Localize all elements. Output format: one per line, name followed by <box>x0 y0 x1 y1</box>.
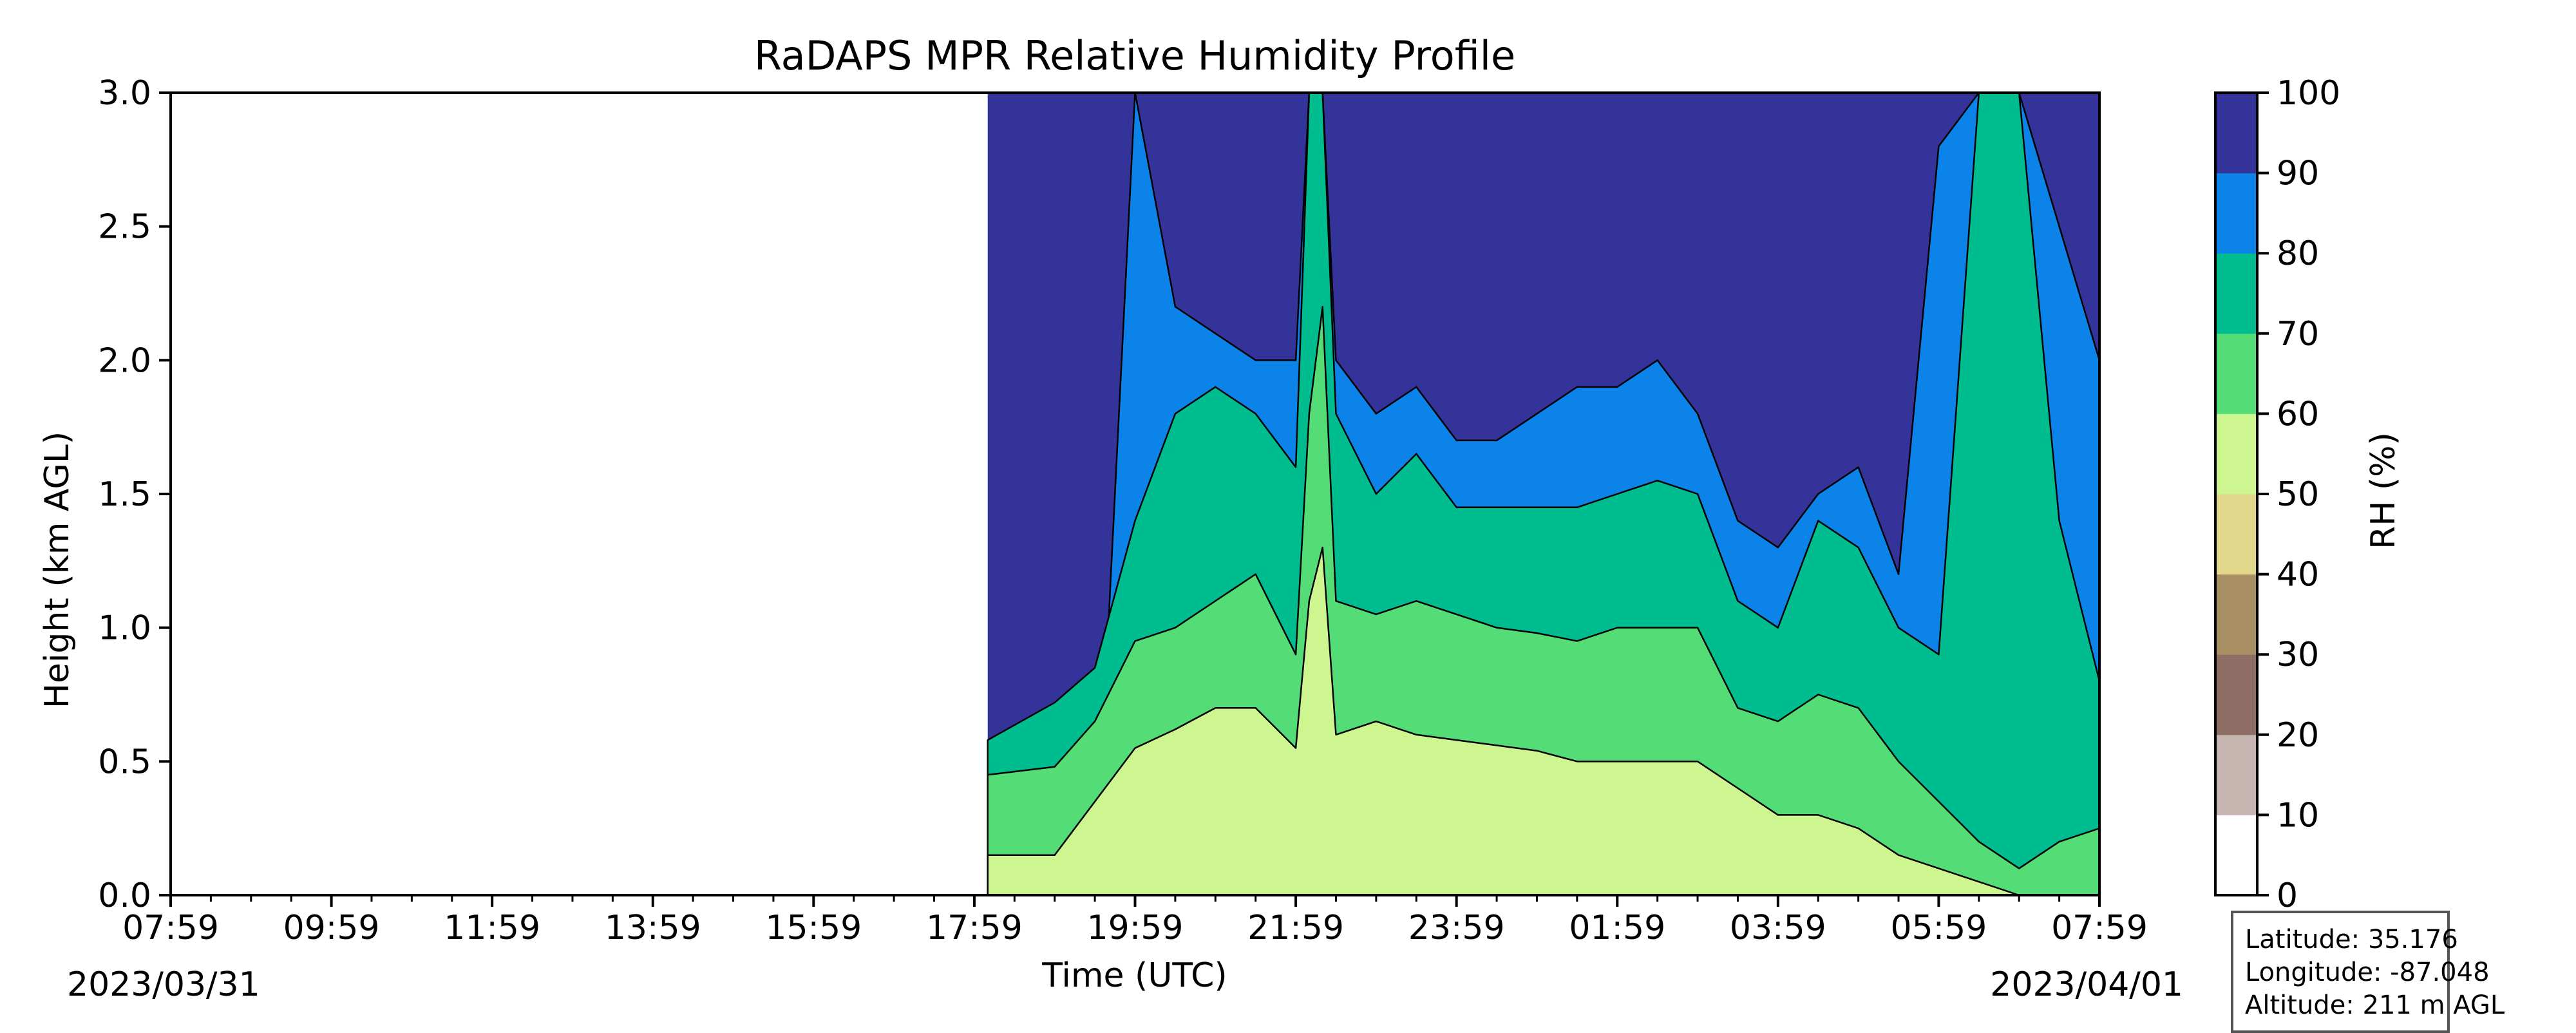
y-tick-label: 0.5 <box>98 743 151 781</box>
x-tick-label: 09:59 <box>283 909 380 947</box>
colorbar-band <box>2215 574 2257 655</box>
colorbar-band <box>2215 93 2257 174</box>
colorbar-band <box>2215 734 2257 815</box>
colorbar-band <box>2215 253 2257 334</box>
x-tick-label: 11:59 <box>444 909 540 947</box>
x-tick-label: 07:59 <box>2051 909 2148 947</box>
end-date-label: 2023/04/01 <box>1990 965 2183 1004</box>
y-tick-label: 2.5 <box>98 208 151 247</box>
rh-band-below-60 <box>987 546 2101 896</box>
x-tick-label: 07:59 <box>122 909 219 947</box>
x-tick-label: 03:59 <box>1730 909 1826 947</box>
x-tick-label: 01:59 <box>1569 909 1665 947</box>
plot-area <box>987 91 2101 896</box>
longitude-text: Longitude: -87.048 <box>2245 958 2490 987</box>
x-tick-label: 13:59 <box>605 909 701 947</box>
axes: 0.0 0.5 1.0 1.5 2.0 2.5 3.0 07:59 09:59 11:59 13:5… <box>98 74 2148 947</box>
colorbar-tick-label: 70 <box>2277 315 2319 354</box>
colorbar-band <box>2215 333 2257 414</box>
y-tick-label: 2.0 <box>98 341 151 380</box>
x-tick-label: 19:59 <box>1087 909 1184 947</box>
colorbar-tick-label: 80 <box>2277 234 2319 273</box>
y-tick-label: 1.5 <box>98 475 151 514</box>
station-info-box: Latitude: 35.176 Longitude: -87.048 Alti… <box>2231 911 2505 1033</box>
colorbar-tick-label: 50 <box>2277 475 2319 514</box>
x-tick-label: 15:59 <box>765 909 862 947</box>
colorbar: 0 10 20 30 40 50 60 70 80 90 100 <box>2214 74 2340 915</box>
colorbar-tick-label: 20 <box>2277 716 2319 755</box>
x-tick-label: 21:59 <box>1247 909 1344 947</box>
colorbar-band <box>2215 494 2257 575</box>
colorbar-tick-label: 10 <box>2277 796 2319 835</box>
chart-title: RaDAPS MPR Relative Humidity Profile <box>754 32 1515 79</box>
colorbar-band <box>2215 413 2257 495</box>
y-tick-label: 3.0 <box>98 74 151 113</box>
colorbar-band <box>2215 173 2257 254</box>
x-tick-label: 23:59 <box>1408 909 1505 947</box>
colorbar-tick-label: 60 <box>2277 395 2319 433</box>
altitude-text: Altitude: 211 m AGL <box>2245 990 2505 1020</box>
colorbar-band <box>2215 815 2257 896</box>
latitude-text: Latitude: 35.176 <box>2245 925 2458 954</box>
colorbar-tick-label: 90 <box>2277 155 2319 193</box>
x-tick-label: 17:59 <box>926 909 1023 947</box>
colorbar-tick-label: 40 <box>2277 556 2319 594</box>
colorbar-tick-label: 0 <box>2277 877 2298 915</box>
x-tick-label: 05:59 <box>1890 909 1987 947</box>
start-date-label: 2023/03/31 <box>67 965 260 1004</box>
colorbar-tick-label: 30 <box>2277 636 2319 674</box>
x-axis-label: Time (UTC) <box>1041 956 1227 995</box>
y-tick-label: 0.0 <box>98 877 151 915</box>
y-tick-label: 1.0 <box>98 609 151 648</box>
y-axis-label: Height (km AGL) <box>38 431 77 708</box>
colorbar-tick-label: 100 <box>2277 74 2340 113</box>
colorbar-label: RH (%) <box>2364 432 2403 549</box>
colorbar-band <box>2215 654 2257 735</box>
